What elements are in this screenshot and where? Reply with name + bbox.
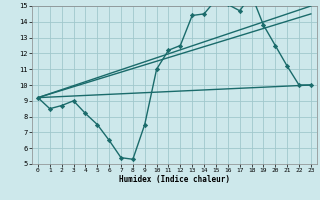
X-axis label: Humidex (Indice chaleur): Humidex (Indice chaleur) <box>119 175 230 184</box>
